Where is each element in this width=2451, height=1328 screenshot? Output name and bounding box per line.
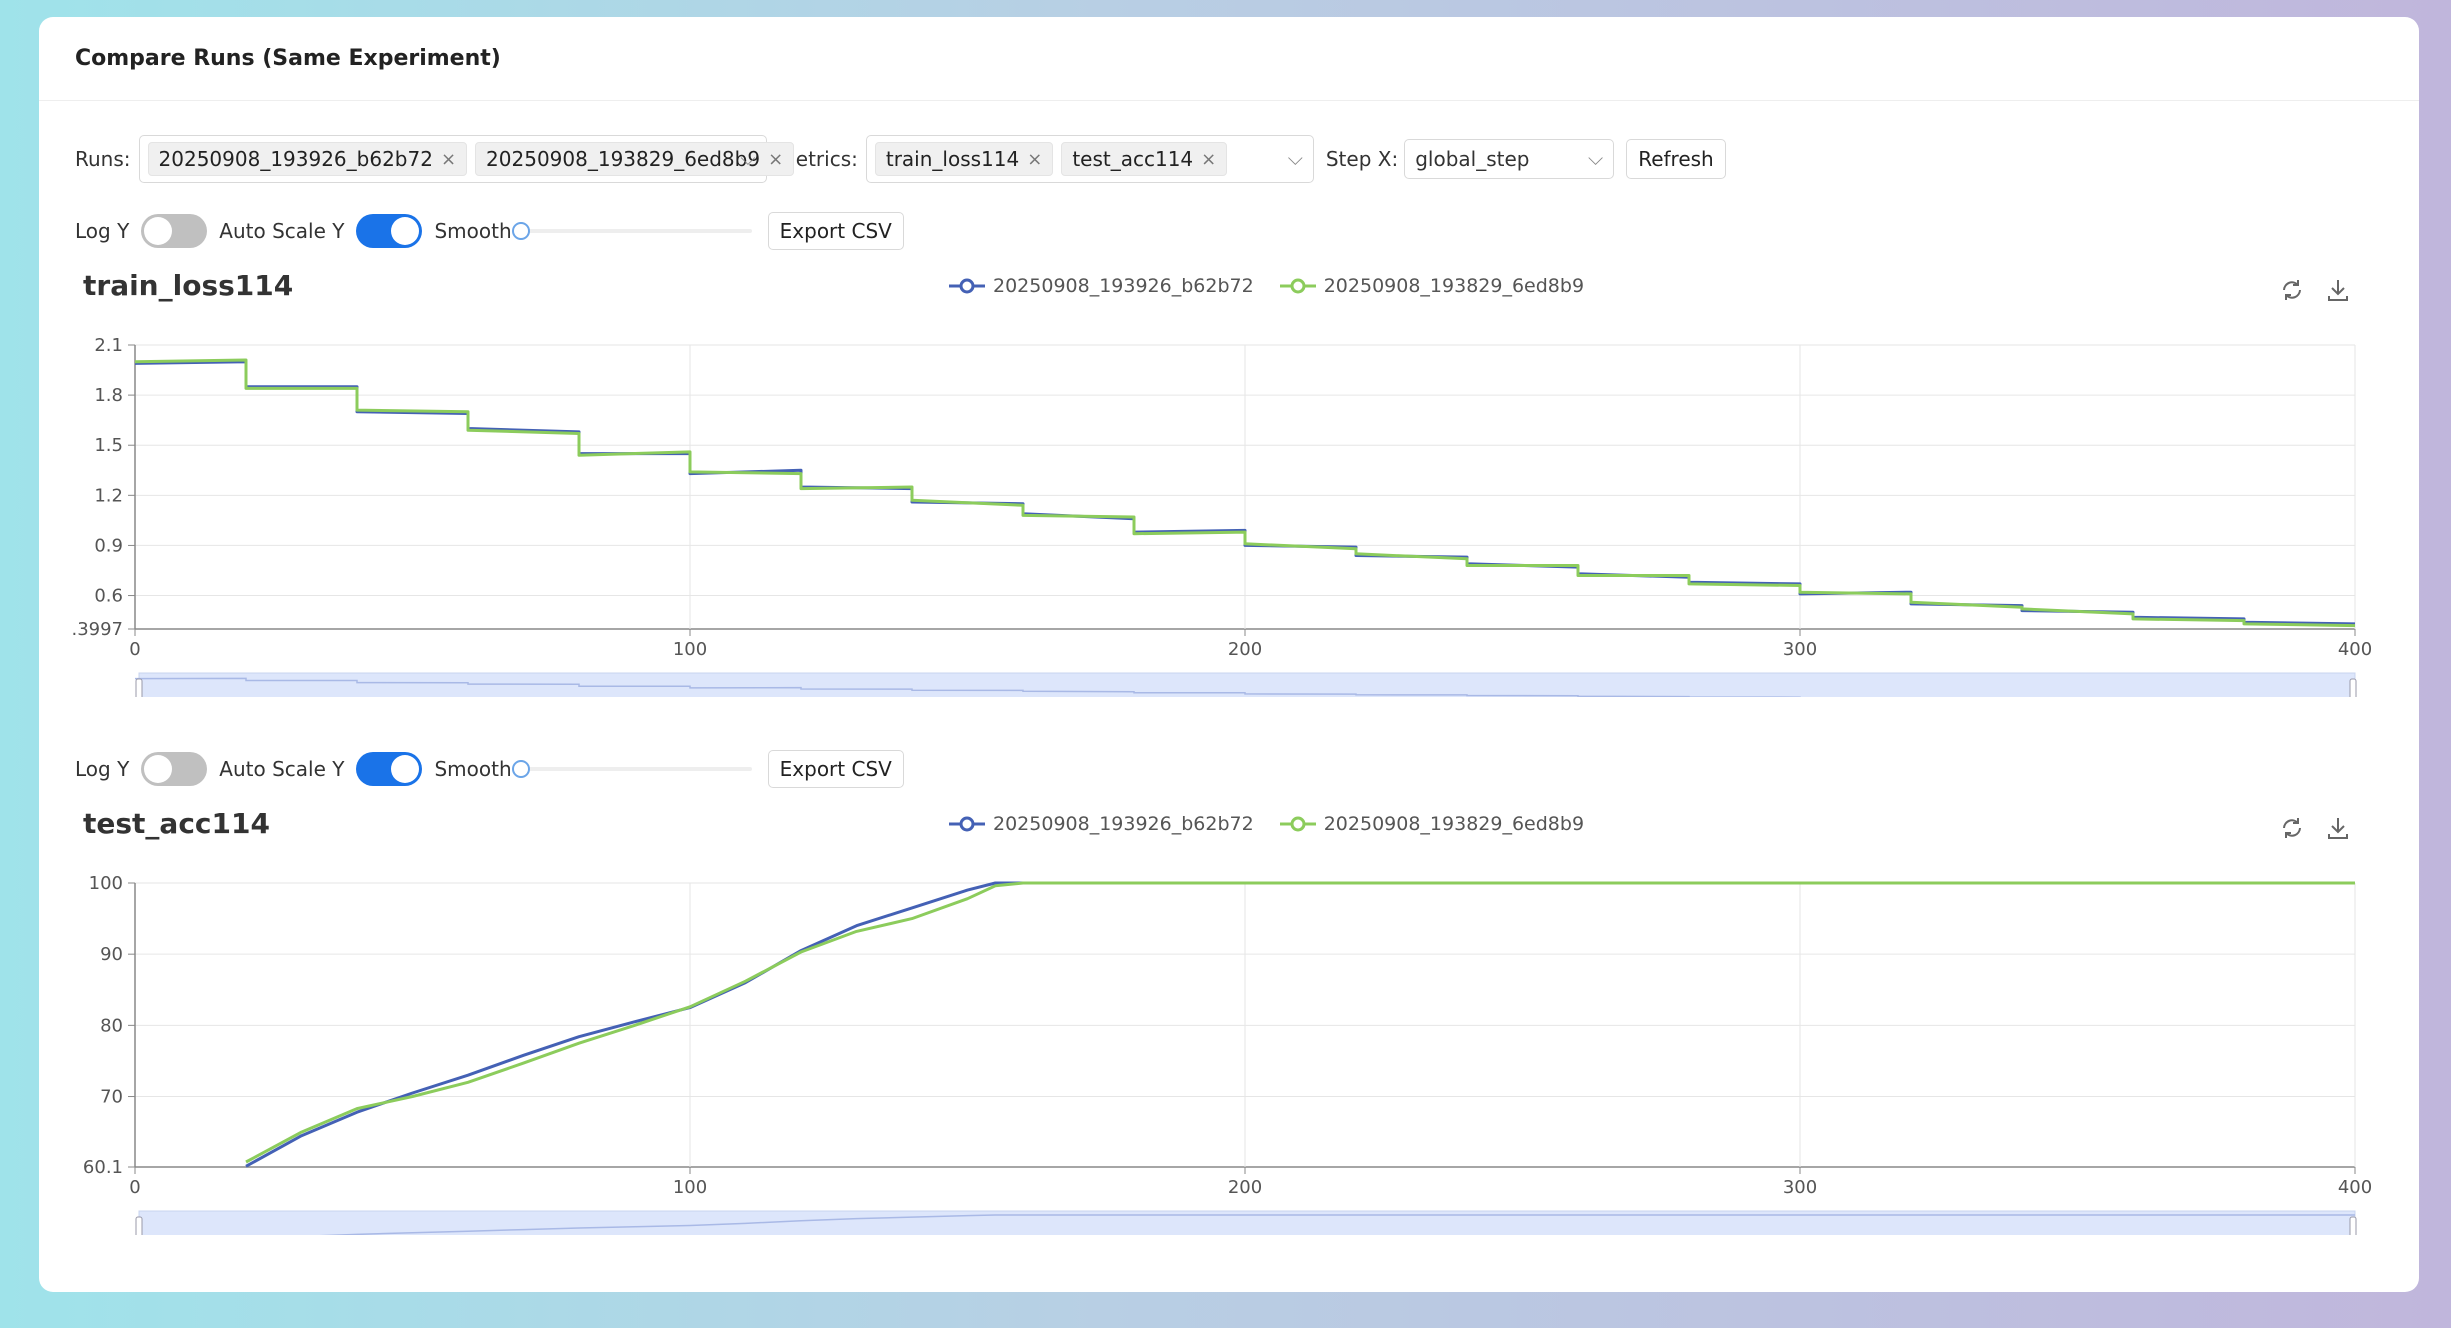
chevron-down-icon[interactable]: ⌵ <box>1287 146 1303 170</box>
y-tick-label: 1.8 <box>94 385 123 406</box>
log-y-toggle[interactable] <box>141 214 208 248</box>
smooth-label: Smooth <box>434 219 512 243</box>
x-tick-label: 400 <box>2338 639 2372 660</box>
x-tick-label: 400 <box>2338 1177 2372 1198</box>
auto-scale-toggle[interactable] <box>356 214 423 248</box>
legend-line-icon <box>949 816 985 832</box>
metrics-select[interactable]: train_loss114 × test_acc114 × ⌵ <box>865 135 1314 183</box>
step-x-select[interactable]: global_step ⌵ <box>1404 139 1615 179</box>
zoom-handle-left[interactable] <box>135 678 143 697</box>
x-tick-label: 100 <box>673 639 707 660</box>
zoom-handle-left[interactable] <box>135 1216 143 1235</box>
series-line-2[interactable] <box>134 358 2356 628</box>
series-line-2[interactable] <box>245 881 2355 1164</box>
chevron-down-icon[interactable]: ⌵ <box>740 146 756 170</box>
card-header: Compare Runs (Same Experiment) <box>39 17 2419 101</box>
y-tick-label: 100 <box>89 873 123 894</box>
x-tick-label: 300 <box>1783 1177 1817 1198</box>
zoom-handle-right[interactable] <box>2349 1216 2357 1235</box>
chart-controls-test-acc: Log Y Auto Scale Y Smooth Export CSV <box>75 749 904 789</box>
y-tick-label: 0.6 <box>94 586 123 607</box>
test-acc-chart: 60.1 70 80 90 100 0 100 200 300 400 <box>83 873 2372 1235</box>
log-y-label: Log Y <box>75 219 130 243</box>
y-tick-label: 60.1 <box>83 1157 123 1178</box>
chart-legend: 20250908_193926_b62b72 20250908_193829_6… <box>949 275 1584 297</box>
refresh-button[interactable]: Refresh <box>1626 139 1726 179</box>
legend-item-run2[interactable]: 20250908_193829_6ed8b9 <box>1279 275 1584 297</box>
x-tick-label: 200 <box>1228 639 1262 660</box>
y-tick-label: .3997 <box>71 619 123 640</box>
auto-scale-toggle[interactable] <box>356 752 423 786</box>
download-icon[interactable] <box>2325 277 2351 303</box>
auto-scale-label: Auto Scale Y <box>219 219 345 243</box>
x-tick-label: 0 <box>129 639 140 660</box>
y-tick-label: 90 <box>100 944 123 965</box>
legend-item-run2[interactable]: 20250908_193829_6ed8b9 <box>1279 813 1584 835</box>
log-y-toggle[interactable] <box>141 752 208 786</box>
y-tick-label: 1.2 <box>94 485 123 506</box>
legend-line-icon <box>949 278 985 294</box>
chevron-down-icon[interactable]: ⌵ <box>1588 146 1604 170</box>
series-line-1[interactable] <box>245 881 2355 1168</box>
step-x-value: global_step <box>1415 147 1530 171</box>
export-csv-button[interactable]: Export CSV <box>767 750 904 788</box>
x-tick-label: 300 <box>1783 639 1817 660</box>
download-icon[interactable] <box>2325 815 2351 841</box>
runs-label: Runs: <box>75 147 131 171</box>
export-csv-button[interactable]: Export CSV <box>767 212 904 250</box>
chart-tools <box>2279 815 2351 841</box>
chart-controls-train-loss: Log Y Auto Scale Y Smooth Export CSV <box>75 211 904 251</box>
y-tick-label: 2.1 <box>94 335 123 356</box>
x-tick-label: 0 <box>129 1177 140 1198</box>
smooth-slider[interactable] <box>511 752 752 786</box>
filter-toolbar: Runs: 20250908_193926_b62b72 × 20250908_1… <box>75 135 1726 183</box>
slider-handle[interactable] <box>511 222 530 240</box>
zoom-handle-right[interactable] <box>2349 678 2357 697</box>
legend-line-icon <box>1279 278 1316 294</box>
legend-item-run1[interactable]: 20250908_193926_b62b72 <box>949 275 1254 297</box>
zoom-preview-line <box>134 677 1801 697</box>
y-tick-label: 1.5 <box>94 435 123 456</box>
close-icon[interactable]: × <box>1201 148 1217 170</box>
chart-title: train_loss114 <box>83 269 294 302</box>
run-tag: 20250908_193829_6ed8b9 × <box>475 142 795 176</box>
y-tick-label: 0.9 <box>94 535 123 556</box>
y-tick-label: 70 <box>100 1087 123 1108</box>
auto-scale-label: Auto Scale Y <box>219 757 345 781</box>
x-tick-label: 200 <box>1228 1177 1262 1198</box>
slider-handle[interactable] <box>511 760 530 778</box>
metric-tag: test_acc114 × <box>1061 142 1228 176</box>
smooth-slider[interactable] <box>511 214 752 248</box>
close-icon[interactable]: × <box>768 148 784 170</box>
train-loss-chart: .3997 0.6 0.9 1.2 1.5 1.8 2.1 0 100 200 300 400 <box>71 335 2372 697</box>
restore-icon[interactable] <box>2279 815 2305 841</box>
run-tag: 20250908_193926_b62b72 × <box>147 142 468 176</box>
metric-tag: train_loss114 × <box>874 142 1054 176</box>
smooth-label: Smooth <box>434 757 512 781</box>
compare-runs-card: Compare Runs (Same Experiment) Runs: 202… <box>39 17 2419 1292</box>
legend-line-icon <box>1279 816 1316 832</box>
legend-item-run1[interactable]: 20250908_193926_b62b72 <box>949 813 1254 835</box>
restore-icon[interactable] <box>2279 277 2305 303</box>
step-x-label: Step X: <box>1325 147 1399 171</box>
close-icon[interactable]: × <box>440 148 457 170</box>
x-tick-label: 100 <box>673 1177 707 1198</box>
chart-title: test_acc114 <box>83 807 270 840</box>
runs-select[interactable]: 20250908_193926_b62b72 × 20250908_193829_… <box>138 135 795 183</box>
chart-tools <box>2279 277 2351 303</box>
y-tick-label: 80 <box>100 1015 123 1036</box>
chart-legend: 20250908_193926_b62b72 20250908_193829_6… <box>949 813 1584 835</box>
page-title: Compare Runs (Same Experiment) <box>75 46 501 71</box>
log-y-label: Log Y <box>75 757 130 781</box>
zoom-preview-line <box>319 1214 2355 1235</box>
close-icon[interactable]: × <box>1027 148 1043 170</box>
